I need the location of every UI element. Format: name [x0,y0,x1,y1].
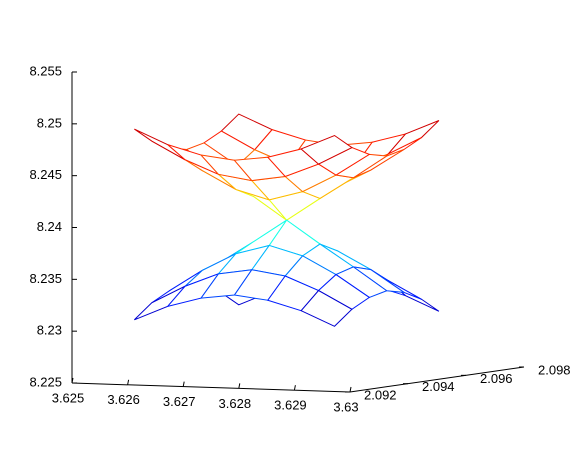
z-tick-label: 8.245 [29,167,62,182]
x-tick [182,381,185,387]
mesh-cell [300,134,353,165]
z-tick-label: 8.23 [37,323,62,338]
y-tick-label: 2.098 [538,362,571,377]
y-tick-label: 2.094 [422,379,455,394]
y-tick-label: 2.096 [480,371,513,386]
x-tick-label: 3.628 [219,396,252,411]
x-tick [293,385,296,391]
y-axis [349,366,525,393]
z-tick-label: 8.225 [29,374,62,389]
z-tick-label: 8.25 [37,115,62,130]
x-tick-label: 3.629 [274,398,307,413]
x-tick [71,377,74,384]
x-tick-label: 3.627 [163,394,196,409]
y-tick-label: 2.092 [364,387,397,402]
mesh-cell [300,289,353,327]
x-axis [71,382,351,393]
x-tick-label: 3.63 [333,399,358,414]
z-tick-label: 8.255 [29,63,62,78]
x-tick-label: 3.626 [107,392,140,407]
x-tick-label: 3.625 [52,390,85,405]
z-tick-label: 8.235 [29,271,62,286]
z-tick-label: 8.24 [37,219,62,234]
x-tick [349,386,352,393]
mesh-cell [134,128,186,161]
x-tick [238,383,241,389]
x-tick [127,379,130,385]
